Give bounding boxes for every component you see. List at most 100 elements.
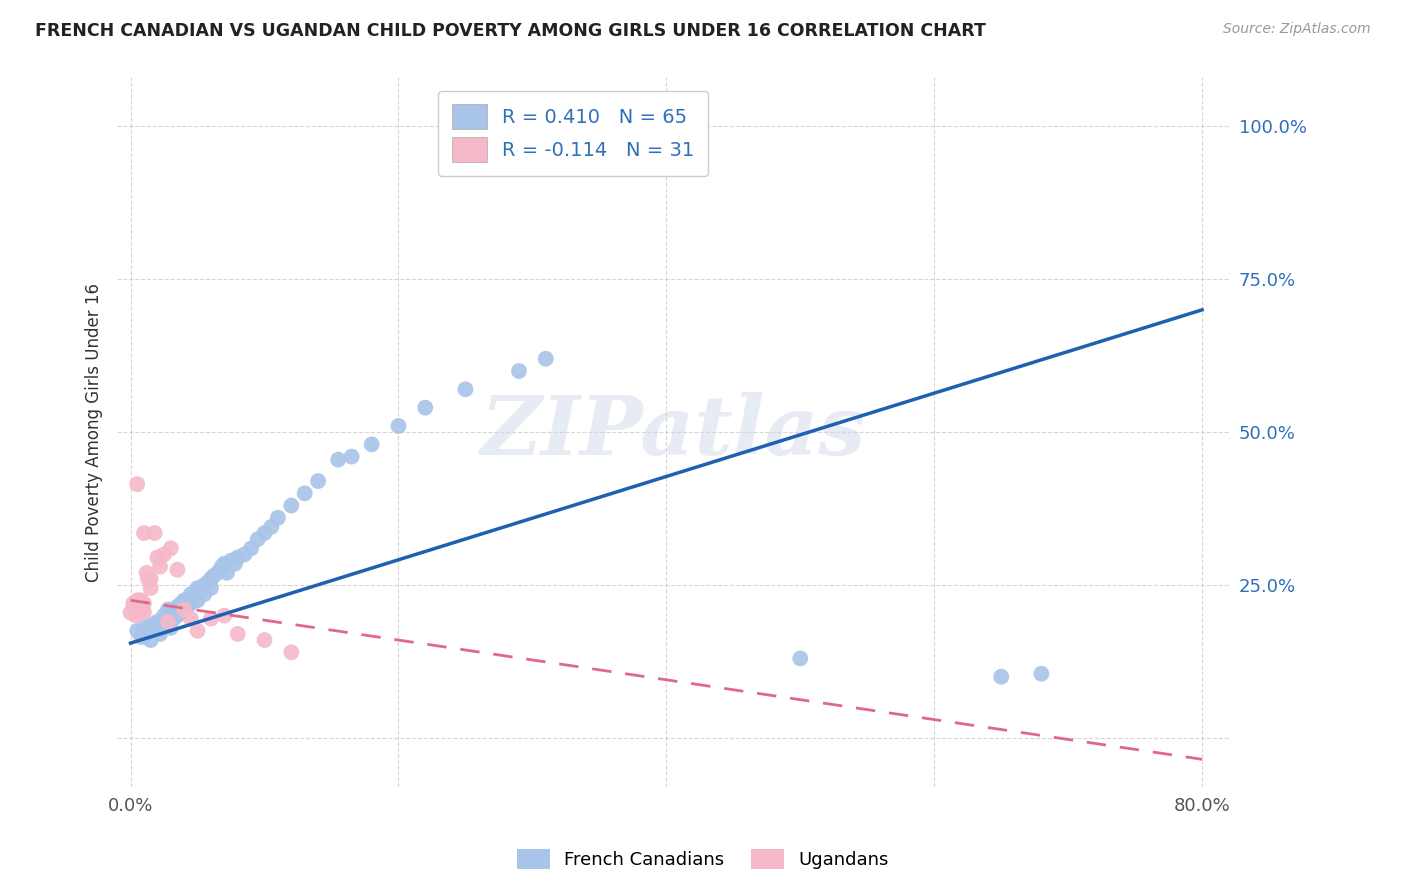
- Point: [135, 566, 157, 580]
- Point: [226, 550, 249, 565]
- Point: [135, 627, 157, 641]
- Text: Source: ZipAtlas.com: Source: ZipAtlas.com: [1223, 22, 1371, 37]
- Point: [124, 599, 146, 614]
- Point: [508, 364, 530, 378]
- Text: FRENCH CANADIAN VS UGANDAN CHILD POVERTY AMONG GIRLS UNDER 16 CORRELATION CHART: FRENCH CANADIAN VS UGANDAN CHILD POVERTY…: [35, 22, 986, 40]
- Point: [180, 596, 202, 610]
- Point: [200, 581, 222, 595]
- Point: [127, 593, 149, 607]
- Legend: R = 0.410   N = 65, R = -0.114   N = 31: R = 0.410 N = 65, R = -0.114 N = 31: [439, 91, 709, 176]
- Point: [200, 572, 222, 586]
- Point: [211, 559, 233, 574]
- Point: [307, 474, 329, 488]
- Point: [129, 630, 152, 644]
- Point: [180, 587, 202, 601]
- Point: [157, 612, 180, 626]
- Point: [120, 606, 142, 620]
- Legend: French Canadians, Ugandans: French Canadians, Ugandans: [508, 839, 898, 879]
- Point: [197, 574, 219, 589]
- Point: [280, 645, 302, 659]
- Point: [162, 602, 184, 616]
- Point: [129, 596, 152, 610]
- Point: [176, 599, 198, 614]
- Point: [139, 633, 162, 648]
- Point: [226, 627, 249, 641]
- Point: [294, 486, 316, 500]
- Point: [153, 608, 176, 623]
- Point: [360, 437, 382, 451]
- Point: [159, 621, 181, 635]
- Point: [139, 581, 162, 595]
- Point: [413, 401, 436, 415]
- Point: [180, 612, 202, 626]
- Point: [143, 624, 166, 638]
- Point: [240, 541, 263, 556]
- Point: [328, 452, 350, 467]
- Point: [146, 615, 169, 629]
- Point: [125, 608, 148, 623]
- Point: [127, 624, 149, 638]
- Point: [157, 615, 180, 629]
- Point: [260, 520, 283, 534]
- Point: [132, 526, 155, 541]
- Point: [267, 510, 290, 524]
- Point: [187, 593, 209, 607]
- Point: [143, 526, 166, 541]
- Point: [162, 612, 184, 626]
- Point: [170, 596, 193, 610]
- Point: [129, 593, 152, 607]
- Point: [132, 596, 155, 610]
- Text: ZIPatlas: ZIPatlas: [481, 392, 866, 472]
- Point: [166, 599, 188, 614]
- Point: [127, 477, 149, 491]
- Point: [990, 670, 1012, 684]
- Point: [122, 596, 145, 610]
- Point: [132, 606, 155, 620]
- Point: [132, 621, 155, 635]
- Point: [146, 550, 169, 565]
- Point: [207, 566, 229, 580]
- Point: [253, 526, 276, 541]
- Point: [1031, 666, 1053, 681]
- Point: [176, 593, 198, 607]
- Point: [246, 532, 269, 546]
- Point: [561, 137, 583, 152]
- Point: [166, 608, 188, 623]
- Point: [215, 566, 238, 580]
- Point: [280, 499, 302, 513]
- Point: [200, 612, 222, 626]
- Point: [159, 541, 181, 556]
- Point: [527, 137, 550, 152]
- Point: [139, 572, 162, 586]
- Point: [149, 627, 172, 641]
- Point: [340, 450, 363, 464]
- Point: [159, 612, 181, 626]
- Point: [139, 617, 162, 632]
- Point: [157, 602, 180, 616]
- Point: [131, 602, 153, 616]
- Point: [224, 557, 246, 571]
- Point: [789, 651, 811, 665]
- Point: [127, 602, 149, 616]
- Point: [149, 617, 172, 632]
- Point: [136, 572, 159, 586]
- Point: [173, 602, 195, 616]
- Point: [454, 382, 477, 396]
- Point: [233, 548, 256, 562]
- Point: [187, 581, 209, 595]
- Point: [534, 351, 557, 366]
- Point: [214, 608, 236, 623]
- Point: [387, 419, 409, 434]
- Point: [184, 591, 207, 605]
- Point: [188, 584, 211, 599]
- Point: [202, 569, 225, 583]
- Point: [253, 633, 276, 648]
- Point: [173, 602, 195, 616]
- Point: [187, 624, 209, 638]
- Point: [214, 557, 236, 571]
- Point: [153, 548, 176, 562]
- Point: [173, 593, 195, 607]
- Point: [193, 587, 215, 601]
- Y-axis label: Child Poverty Among Girls Under 16: Child Poverty Among Girls Under 16: [86, 283, 103, 582]
- Point: [153, 621, 176, 635]
